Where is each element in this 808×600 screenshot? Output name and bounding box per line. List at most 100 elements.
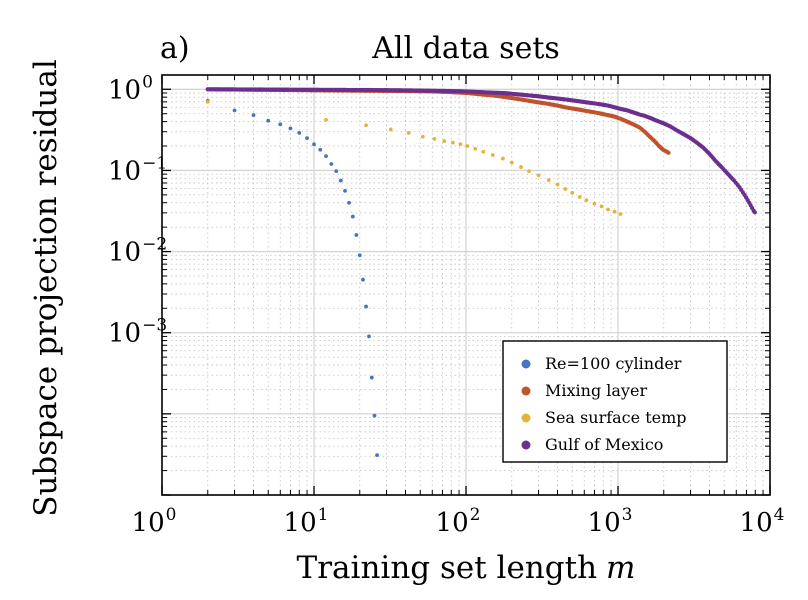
series-2 <box>205 99 623 216</box>
data-point <box>205 99 210 104</box>
x-tick-label-exponent: 2 <box>470 505 481 525</box>
x-axis-label-variable: m <box>606 550 635 586</box>
data-point <box>606 207 610 212</box>
data-point <box>563 187 568 191</box>
x-tick-label: 102 <box>436 505 481 538</box>
y-tick-label-base: 10 <box>108 238 141 268</box>
data-point <box>364 123 368 128</box>
data-point <box>338 178 343 183</box>
data-point <box>318 147 323 152</box>
legend-marker <box>521 386 531 396</box>
data-point <box>481 149 486 154</box>
data-point <box>406 131 411 135</box>
x-tick-label-exponent: 0 <box>166 505 177 525</box>
data-point <box>288 126 293 131</box>
data-point <box>334 169 339 174</box>
data-point <box>312 142 316 147</box>
data-point <box>324 117 328 122</box>
data-point <box>305 136 309 141</box>
y-tick-label-base: 10 <box>108 319 141 349</box>
x-tick-label-base: 10 <box>740 508 773 538</box>
data-point <box>752 210 757 215</box>
data-point <box>350 214 355 219</box>
series-layer <box>205 87 757 458</box>
legend-label: Re=100 cylinder <box>545 354 682 373</box>
y-tick-label-base: 10 <box>108 75 141 105</box>
data-point <box>388 127 393 132</box>
data-point <box>442 139 447 143</box>
chart-title: All data sets <box>371 31 560 66</box>
series-3 <box>205 87 757 215</box>
data-point <box>324 154 328 159</box>
y-tick-label: 10−3 <box>108 316 167 349</box>
x-axis-label: Training set length m <box>297 550 636 586</box>
legend-label: Sea surface temp <box>545 408 687 427</box>
legend-label: Mixing layer <box>545 381 647 400</box>
data-point <box>420 134 425 139</box>
data-point <box>546 178 551 183</box>
data-point <box>278 122 283 127</box>
data-point <box>343 188 347 193</box>
y-tick-label-exponent: −3 <box>142 316 167 336</box>
x-tick-label: 100 <box>132 505 177 538</box>
y-tick-label-exponent: −2 <box>142 235 167 255</box>
axis-ticks <box>161 75 771 496</box>
data-point <box>297 131 302 135</box>
data-point <box>357 253 362 258</box>
data-point <box>666 150 671 155</box>
x-tick-label-exponent: 1 <box>318 505 329 525</box>
data-point <box>367 334 371 339</box>
data-point <box>361 277 365 282</box>
data-point <box>490 153 495 157</box>
data-point <box>369 375 374 380</box>
legend-box <box>502 340 728 463</box>
data-point <box>612 209 617 214</box>
data-point <box>372 413 377 418</box>
x-tick-label-base: 10 <box>132 508 165 538</box>
legend-marker <box>521 359 531 369</box>
legend: Re=100 cylinder Mixing layer Sea surface t… <box>502 340 728 463</box>
x-tick-label-base: 10 <box>284 508 317 538</box>
data-point <box>432 136 437 141</box>
y-tick-label-base: 10 <box>108 156 141 186</box>
data-point <box>450 140 455 145</box>
data-point <box>577 195 582 199</box>
y-tick-label-exponent: −1 <box>142 153 167 173</box>
x-axis-label-text: Training set length <box>297 550 598 586</box>
data-point <box>364 304 368 309</box>
data-point <box>536 173 541 178</box>
x-tick-label-exponent: 3 <box>622 505 633 525</box>
data-point <box>354 233 359 237</box>
x-tick-label-base: 10 <box>436 508 469 538</box>
data-point <box>232 108 237 113</box>
panel-label: a) <box>160 31 190 66</box>
data-point <box>375 453 379 458</box>
data-point <box>347 200 351 205</box>
data-point <box>592 201 597 206</box>
y-tick-label: 100 <box>108 72 153 105</box>
data-point <box>465 144 470 148</box>
data-point <box>473 146 478 151</box>
y-tick-label: 10−1 <box>108 153 167 186</box>
data-point <box>266 118 271 123</box>
legend-marker <box>521 413 531 423</box>
data-point <box>555 182 560 187</box>
y-tick-label-exponent: 0 <box>142 72 153 92</box>
data-point <box>570 190 575 195</box>
legend-marker <box>521 440 531 450</box>
data-point <box>584 198 589 203</box>
x-tick-label: 101 <box>284 505 329 538</box>
x-tick-label: 103 <box>588 505 633 538</box>
x-tick-label: 104 <box>740 505 785 538</box>
data-point <box>527 169 531 174</box>
x-tick-label-exponent: 4 <box>774 505 785 525</box>
data-point <box>519 165 523 169</box>
data-point <box>618 212 623 216</box>
data-point <box>501 156 505 161</box>
legend-label: Gulf of Mexico <box>545 435 663 454</box>
data-point <box>599 204 604 209</box>
data-point <box>329 162 334 166</box>
x-tick-labels: 100 101 102 103 104 <box>132 505 785 538</box>
